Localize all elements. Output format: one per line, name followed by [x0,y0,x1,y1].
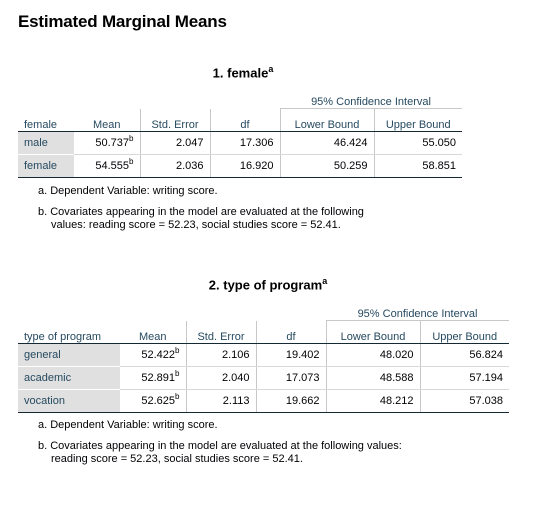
table-footnotes: a. Dependent Variable: writing score. b.… [38,185,468,232]
col-header-df: df [255,320,326,345]
lower-bound-cell: 48.588 [325,366,420,391]
upper-bound-cell: 57.194 [419,366,509,391]
table-title-text: 2. type of program [208,277,323,293]
mean-cell: 52.422b [120,343,186,368]
row-label: general [18,343,120,368]
footnote-b-continued: reading score = 52.23, social studies sc… [51,453,303,466]
std-error-cell: 2.113 [185,389,256,414]
table-row: academic 52.891b 2.040 17.073 48.588 57.… [18,366,509,391]
lower-bound-cell: 50.259 [279,154,374,179]
col-header-upper-bound: Upper Bound [419,320,509,345]
footnote-a: a. Dependent Variable: writing score. [38,419,218,432]
row-label: academic [18,366,120,391]
upper-bound-cell: 55.050 [373,131,462,156]
table-title: 2. type of programa [18,276,518,292]
col-header-lower-bound: Lower Bound [279,108,374,133]
std-error-cell: 2.036 [139,154,210,179]
upper-bound-cell: 56.824 [419,343,509,368]
row-label: vocation [18,389,120,414]
ci-header: 95% Confidence Interval [280,88,462,110]
col-header-upper-bound: Upper Bound [373,108,462,133]
std-error-cell: 2.047 [139,131,210,156]
table-row: vocation 52.625b 2.113 19.662 48.212 57.… [18,389,509,414]
std-error-cell: 2.040 [185,366,256,391]
df-cell: 19.662 [255,389,326,414]
upper-bound-cell: 57.038 [419,389,509,414]
upper-bound-cell: 58.851 [373,154,462,179]
section-heading: Estimated Marginal Means [18,12,227,31]
ci-header: 95% Confidence Interval [326,300,509,322]
col-header-mean: Mean [120,320,186,345]
df-cell: 16.920 [209,154,280,179]
df-cell: 17.306 [209,131,280,156]
table-footnotes: a. Dependent Variable: writing score. b.… [38,419,518,466]
lower-bound-cell: 46.424 [279,131,374,156]
estimates-table-program: 95% Confidence Interval type of program … [18,300,509,414]
col-header-factor: female [18,108,74,133]
row-label: female [18,154,74,179]
mean-cell: 52.625b [120,389,186,414]
col-header-df: df [209,108,280,133]
row-label: male [18,131,74,156]
footnote-b: b. Covariates appearing in the model are… [38,440,402,453]
mean-cell: 50.737b [74,131,140,156]
footnote-b: b. Covariates appearing in the model are… [38,206,364,219]
lower-bound-cell: 48.212 [325,389,420,414]
mean-cell: 52.891b [120,366,186,391]
footnote-b-continued: values: reading score = 52.23, social st… [51,219,341,232]
estimates-table-female: 95% Confidence Interval female Mean Std.… [18,88,462,179]
mean-cell: 54.555b [74,154,140,179]
table-title-text: 1. female [212,65,269,81]
title-footnote-marker: a [268,64,274,74]
table-program-block: 2. type of programa 95% Confidence Inter… [18,276,518,466]
lower-bound-cell: 48.020 [325,343,420,368]
title-footnote-marker: a [322,276,328,286]
table-title: 1. femalea [18,64,468,80]
col-header-std-error: Std. Error [139,108,210,133]
col-header-lower-bound: Lower Bound [325,320,420,345]
table-female-block: 1. femalea 95% Confidence Interval femal… [18,64,468,232]
footnote-a: a. Dependent Variable: writing score. [38,185,218,198]
df-cell: 17.073 [255,366,326,391]
col-header-std-error: Std. Error [185,320,256,345]
table-row: male 50.737b 2.047 17.306 46.424 55.050 [18,131,462,156]
std-error-cell: 2.106 [185,343,256,368]
col-header-mean: Mean [74,108,140,133]
table-row: female 54.555b 2.036 16.920 50.259 58.85… [18,154,462,179]
df-cell: 19.402 [255,343,326,368]
col-header-factor: type of program [18,320,120,345]
table-row: general 52.422b 2.106 19.402 48.020 56.8… [18,343,509,368]
